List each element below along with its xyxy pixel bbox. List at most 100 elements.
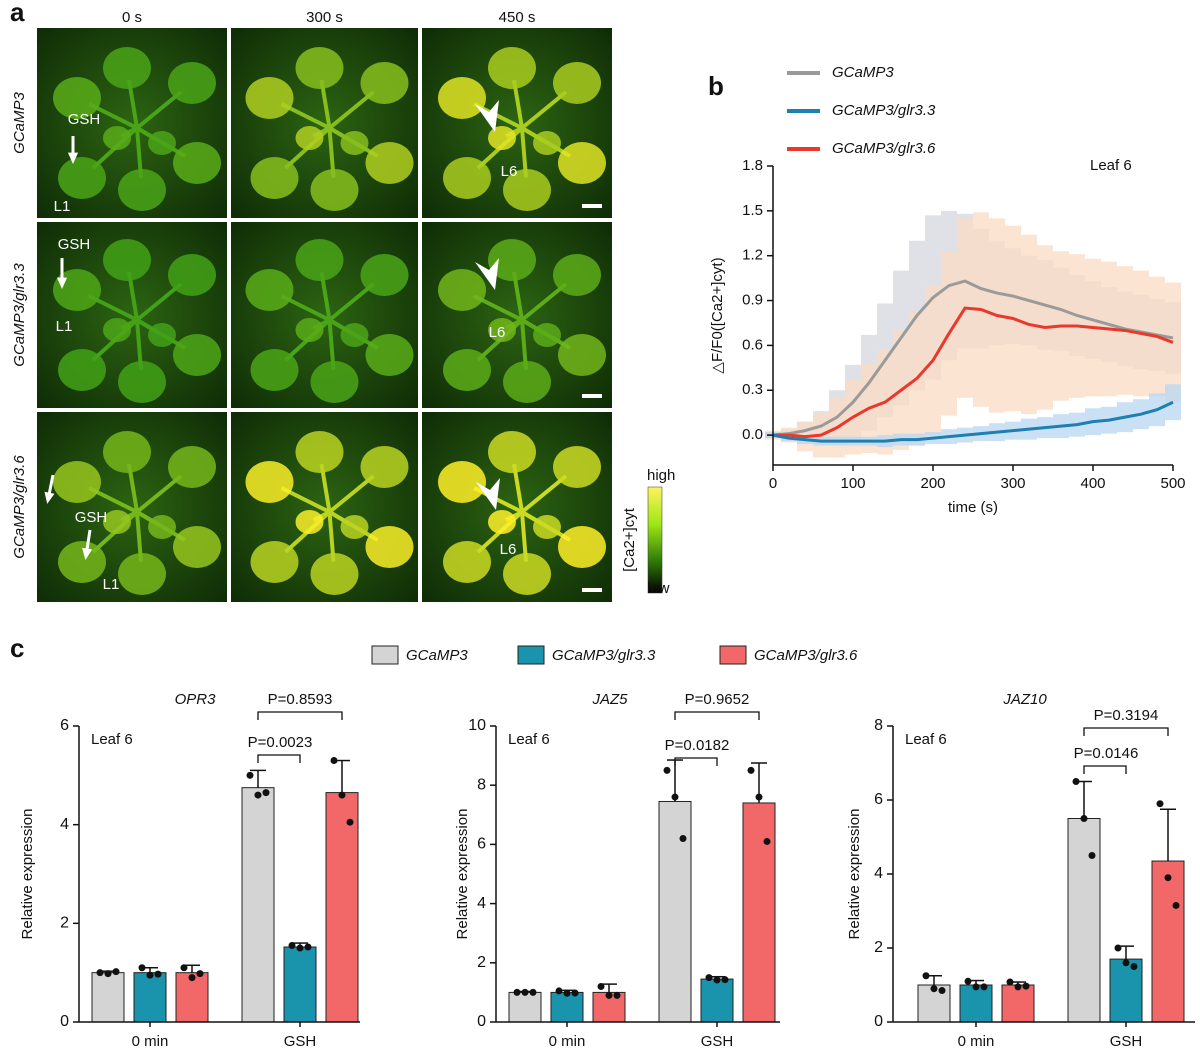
y-tick-label: 6 bbox=[60, 717, 69, 734]
bar bbox=[1109, 958, 1143, 1023]
y-tick-label: 2 bbox=[477, 954, 486, 971]
legend-label: GCaMP3/glr3.3 bbox=[552, 647, 656, 664]
data-point bbox=[188, 974, 196, 982]
leaf bbox=[438, 461, 486, 503]
x-tick-label: GSH bbox=[1110, 1033, 1143, 1050]
significance-bracket bbox=[674, 711, 760, 720]
row-label: GCaMP3/glr3.6 bbox=[11, 455, 28, 559]
data-point bbox=[154, 970, 162, 978]
image-annotation: GSH bbox=[68, 111, 101, 128]
image-annotation: L1 bbox=[103, 576, 120, 593]
x-tick-label: GSH bbox=[284, 1033, 317, 1050]
leaf bbox=[295, 126, 324, 150]
leaf bbox=[245, 461, 294, 503]
data-point bbox=[138, 964, 146, 972]
data-point bbox=[513, 988, 521, 996]
y-tick-label: 10 bbox=[468, 717, 486, 734]
bar bbox=[742, 802, 776, 1023]
plant-image bbox=[422, 412, 612, 602]
data-point bbox=[605, 991, 613, 999]
data-point bbox=[1080, 815, 1088, 822]
chart-title: JAZ10 bbox=[1002, 691, 1047, 708]
plant-image bbox=[231, 28, 418, 218]
image-annotation: L6 bbox=[501, 163, 518, 180]
data-point bbox=[705, 974, 713, 982]
data-point bbox=[338, 791, 346, 799]
legend-swatch bbox=[371, 645, 399, 665]
data-point bbox=[296, 944, 304, 952]
leaf bbox=[295, 431, 344, 473]
leaf bbox=[103, 126, 131, 150]
data-point bbox=[146, 971, 154, 979]
data-point bbox=[972, 983, 980, 991]
leaf bbox=[168, 446, 216, 488]
legend-label: GCaMP3 bbox=[406, 647, 468, 664]
x-axis-label: time (s) bbox=[948, 499, 998, 516]
arrow-head bbox=[67, 152, 79, 164]
leaf bbox=[488, 431, 536, 473]
leaf bbox=[53, 461, 101, 503]
data-point bbox=[571, 989, 579, 997]
data-point bbox=[1164, 874, 1172, 882]
leaf bbox=[340, 131, 369, 155]
data-point bbox=[1130, 963, 1138, 970]
leaf bbox=[488, 47, 536, 89]
leaf bbox=[503, 169, 551, 211]
significance-bracket bbox=[257, 754, 301, 763]
petiole bbox=[328, 90, 375, 130]
leaf bbox=[118, 169, 166, 211]
data-point bbox=[262, 789, 270, 797]
leaf bbox=[168, 254, 216, 296]
leaf bbox=[310, 553, 359, 595]
colorbar-high: high bbox=[647, 467, 675, 484]
plant-image bbox=[422, 28, 612, 218]
significance-bracket bbox=[1083, 765, 1127, 774]
annotation: Leaf 6 bbox=[91, 731, 133, 748]
x-tick-label: 100 bbox=[840, 475, 865, 492]
plant-image bbox=[422, 222, 612, 408]
data-point bbox=[346, 818, 354, 826]
y-tick-label: 2 bbox=[60, 915, 69, 932]
p-value: P=0.0146 bbox=[1074, 745, 1139, 762]
leaf bbox=[488, 239, 536, 281]
leaf bbox=[103, 239, 151, 281]
leaf bbox=[250, 541, 299, 583]
significance-bracket bbox=[674, 757, 718, 766]
data-point bbox=[671, 793, 679, 801]
colorbar-label: [Ca2+]cyt bbox=[621, 507, 638, 572]
y-tick-label: 0.6 bbox=[742, 336, 763, 353]
arrow-head bbox=[56, 277, 68, 289]
bar bbox=[508, 991, 542, 1023]
x-tick-label: 200 bbox=[920, 475, 945, 492]
y-tick-label: 6 bbox=[477, 836, 486, 853]
leaf bbox=[250, 349, 299, 391]
data-point bbox=[1014, 983, 1022, 991]
data-point bbox=[663, 766, 671, 774]
column-header: 300 s bbox=[306, 9, 343, 26]
y-tick-label: 4 bbox=[477, 895, 486, 912]
y-tick-label: 2 bbox=[874, 939, 883, 956]
leaf bbox=[438, 269, 486, 311]
leaf bbox=[558, 142, 606, 184]
y-tick-label: 0.3 bbox=[742, 381, 763, 398]
panel-label: b bbox=[708, 71, 724, 101]
data-point bbox=[763, 837, 771, 845]
data-point bbox=[330, 757, 338, 765]
arrow-head bbox=[82, 547, 93, 560]
data-point bbox=[180, 964, 188, 972]
petiole bbox=[135, 282, 183, 322]
p-value: P=0.3194 bbox=[1094, 707, 1159, 724]
significance-bracket bbox=[1083, 727, 1169, 736]
leaf bbox=[173, 334, 221, 376]
x-tick-label: 0 min bbox=[958, 1033, 995, 1050]
data-point bbox=[246, 771, 254, 779]
leaf bbox=[310, 361, 359, 403]
p-value: P=0.0182 bbox=[665, 737, 730, 754]
data-point bbox=[288, 942, 296, 950]
image-annotation: L1 bbox=[56, 318, 73, 335]
leaf bbox=[360, 446, 409, 488]
data-point bbox=[1156, 800, 1164, 808]
leaf bbox=[360, 62, 409, 104]
p-value: P=0.8593 bbox=[268, 691, 333, 708]
petiole bbox=[328, 474, 375, 514]
